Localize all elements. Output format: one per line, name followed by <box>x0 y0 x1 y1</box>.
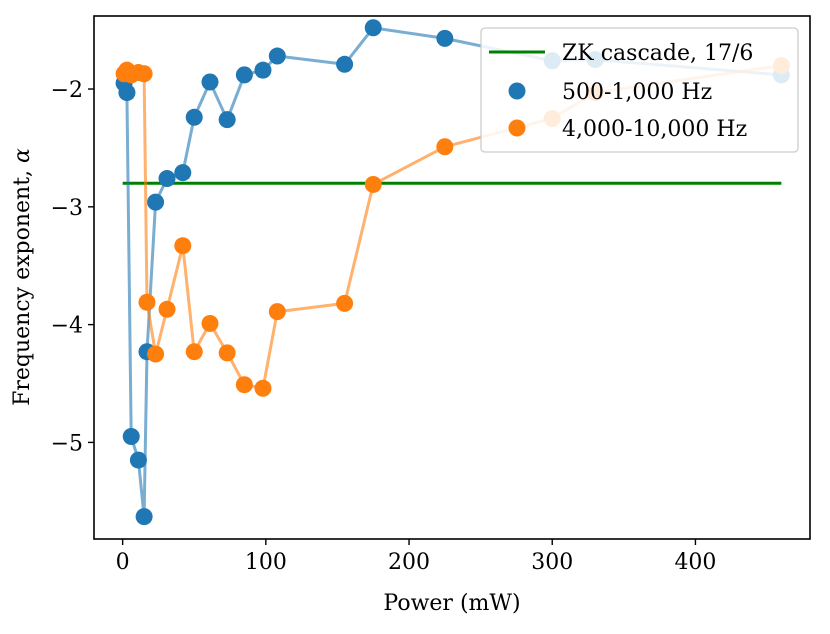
y-tick-label: −2 <box>51 78 83 103</box>
series-1-point <box>336 55 354 73</box>
x-tick-label: 300 <box>531 550 573 575</box>
x-tick-label: 100 <box>245 550 287 575</box>
series-1-point <box>174 164 192 182</box>
series-1-point <box>158 170 176 188</box>
series-2-point <box>135 65 153 83</box>
series-2-point <box>218 344 236 362</box>
y-tick-label: −5 <box>51 431 83 456</box>
legend-series2-label: 4,000-10,000 Hz <box>562 117 747 142</box>
legend-series1-marker <box>508 82 526 100</box>
series-2-point <box>364 175 382 193</box>
y-tick-label: −4 <box>51 314 83 339</box>
series-1-point <box>135 508 153 526</box>
legend-box <box>480 27 799 153</box>
series-2-point <box>268 303 286 321</box>
series-1-point <box>185 108 203 126</box>
series-2-point <box>138 293 156 311</box>
series-2-point <box>174 237 192 255</box>
series-2-point <box>235 376 253 394</box>
plot-frame <box>93 15 811 540</box>
series-2-point <box>185 343 203 361</box>
alpha-symbol: α <box>10 148 35 163</box>
y-axis-label: Frequency exponent, α <box>10 148 35 406</box>
series-2-point <box>254 379 272 397</box>
legend-series1-label: 500-1,000 Hz <box>562 80 712 105</box>
series-1-point <box>147 193 165 211</box>
series-2-point <box>147 345 165 363</box>
series-1-point <box>436 29 454 47</box>
x-tick-label: 200 <box>388 550 430 575</box>
series-1-point <box>364 19 382 37</box>
legend: ZK cascade, 17/6 500-1,000 Hz 4,000-10,0… <box>480 27 799 153</box>
series-1-point <box>201 73 219 91</box>
series-2-point <box>158 300 176 318</box>
x-tick-label: 400 <box>674 550 716 575</box>
x-axis-label: Power (mW) <box>383 591 520 616</box>
y-axis-label-text: Frequency exponent, <box>10 163 35 406</box>
series-1-point <box>254 61 272 79</box>
y-tick-label: −3 <box>51 196 83 221</box>
legend-zk-label: ZK cascade, 17/6 <box>562 41 753 66</box>
series-2-point <box>201 314 219 332</box>
axes-layer: 0 100 200 300 400 −2 −3 −4 −5 <box>51 78 717 575</box>
series-1-point <box>118 84 136 102</box>
series-1-point <box>122 428 140 446</box>
x-tick-label: 0 <box>116 550 130 575</box>
series-2-point <box>336 294 354 312</box>
series-1-point <box>218 111 236 129</box>
series-1-point <box>235 66 253 84</box>
series-2-point <box>436 138 454 156</box>
legend-series2-marker <box>508 119 526 137</box>
series-1-point <box>268 47 286 65</box>
series-1-point <box>129 451 147 469</box>
